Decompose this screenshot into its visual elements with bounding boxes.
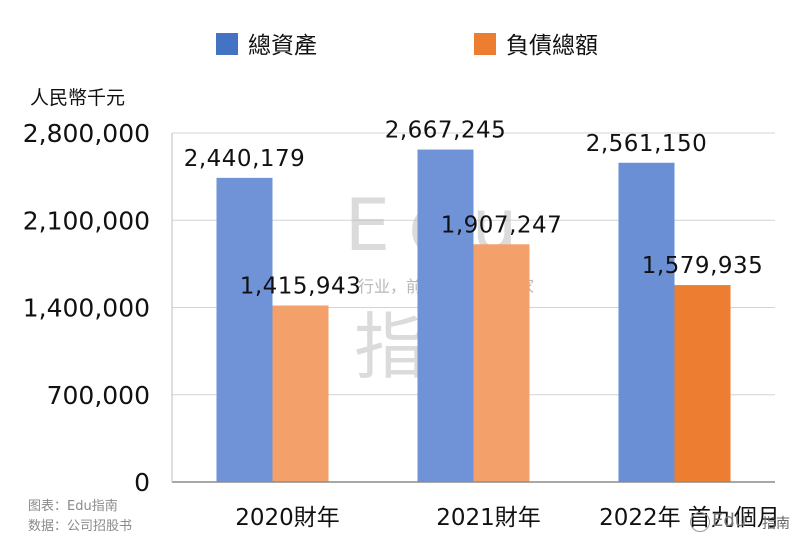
- y-tick-label: 0: [134, 468, 150, 497]
- bar-total-liabilities: [473, 244, 530, 482]
- bar-total-liabilities: [272, 305, 329, 482]
- legend: 總資產 負債總額: [216, 33, 598, 59]
- bars: [216, 149, 731, 483]
- legend-swatch: [474, 33, 496, 55]
- bar-total-assets: [216, 177, 273, 482]
- data-label: 1,907,247: [441, 212, 563, 238]
- legend-label: 負債總額: [506, 33, 598, 59]
- data-source: 数据：公司招股书: [28, 519, 133, 534]
- bar-total-assets: [417, 149, 474, 482]
- y-tick-label: 2,100,000: [23, 206, 150, 235]
- x-tick-label: 2020財年: [235, 505, 340, 531]
- chart-credit: 图表：Edu指南: [28, 499, 118, 514]
- data-label: 1,579,935: [642, 253, 764, 279]
- y-tick-label: 2,800,000: [23, 119, 150, 148]
- y-tick-label: 1,400,000: [23, 294, 150, 323]
- data-label: 2,667,245: [385, 118, 507, 144]
- bar-total-liabilities: [674, 285, 731, 482]
- data-label: 2,440,179: [184, 146, 306, 172]
- y-tick-label: 700,000: [47, 381, 150, 410]
- legend-label: 總資產: [248, 33, 317, 59]
- y-axis-label: 人民幣千元: [30, 87, 125, 109]
- data-label: 1,415,943: [240, 274, 362, 300]
- x-tick-label: 2022年 首九個月: [599, 505, 780, 531]
- data-label: 2,561,150: [586, 131, 708, 157]
- data-labels: 2,440,179 1,415,943 2,667,245 1,907,247 2,56…: [184, 118, 764, 300]
- corner-watermark-sub: 指南: [762, 516, 790, 532]
- y-axis-ticks: 0 700,000 1,400,000 2,100,000 2,800,000: [23, 119, 150, 497]
- chat-bubble-icon: [690, 512, 710, 532]
- legend-swatch: [216, 33, 238, 55]
- corner-watermark-brand: Edu: [712, 510, 747, 531]
- x-tick-label: 2021財年: [436, 505, 541, 531]
- x-axis: 2020財年 2021財年 2022年 首九個月: [171, 133, 780, 531]
- bar-total-assets: [618, 162, 675, 483]
